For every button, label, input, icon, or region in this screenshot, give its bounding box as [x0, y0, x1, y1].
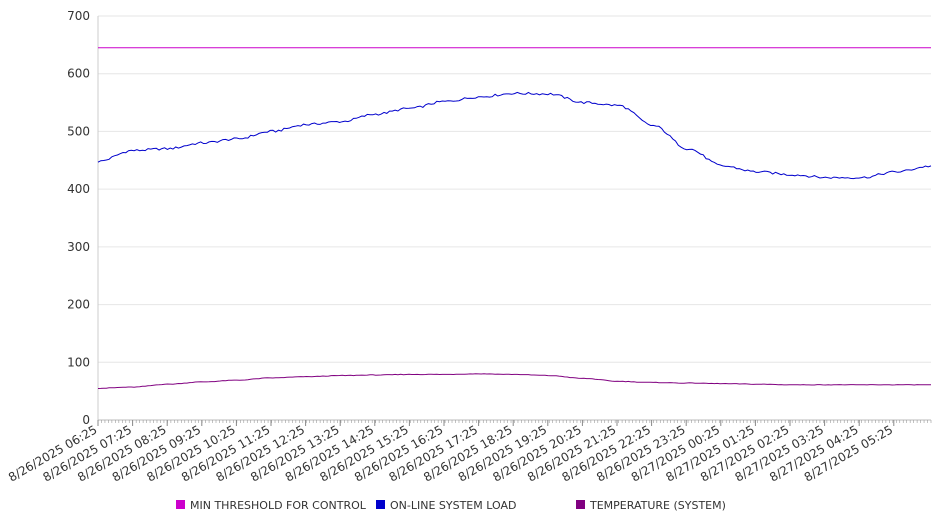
- series-line-temperature-system: [97, 373, 931, 389]
- legend-swatch-temperature-system: [576, 500, 585, 509]
- legend-label-min-threshold-for-control: MIN THRESHOLD FOR CONTROL: [190, 499, 367, 512]
- y-tick-label-0: 0: [82, 413, 90, 427]
- y-tick-label-700: 700: [67, 9, 90, 23]
- y-tick-label-200: 200: [67, 298, 90, 312]
- y-tick-label-500: 500: [67, 124, 90, 138]
- legend-label-on-line-system-load: ON-LINE SYSTEM LOAD: [390, 499, 516, 512]
- y-tick-label-100: 100: [67, 355, 90, 369]
- legend: MIN THRESHOLD FOR CONTROL ON-LINE SYSTEM …: [176, 499, 726, 512]
- legend-swatch-min-threshold-for-control: [176, 500, 185, 509]
- y-tick-label-600: 600: [67, 67, 90, 81]
- series-line-on-line-system-load: [97, 91, 932, 180]
- y-tick-label-400: 400: [67, 182, 90, 196]
- legend-swatch-on-line-system-load: [376, 500, 385, 509]
- legend-label-temperature-system: TEMPERATURE (SYSTEM): [589, 499, 726, 512]
- series-layer: [97, 47, 932, 389]
- y-tick-label-300: 300: [67, 240, 90, 254]
- grid-layer: [98, 15, 931, 363]
